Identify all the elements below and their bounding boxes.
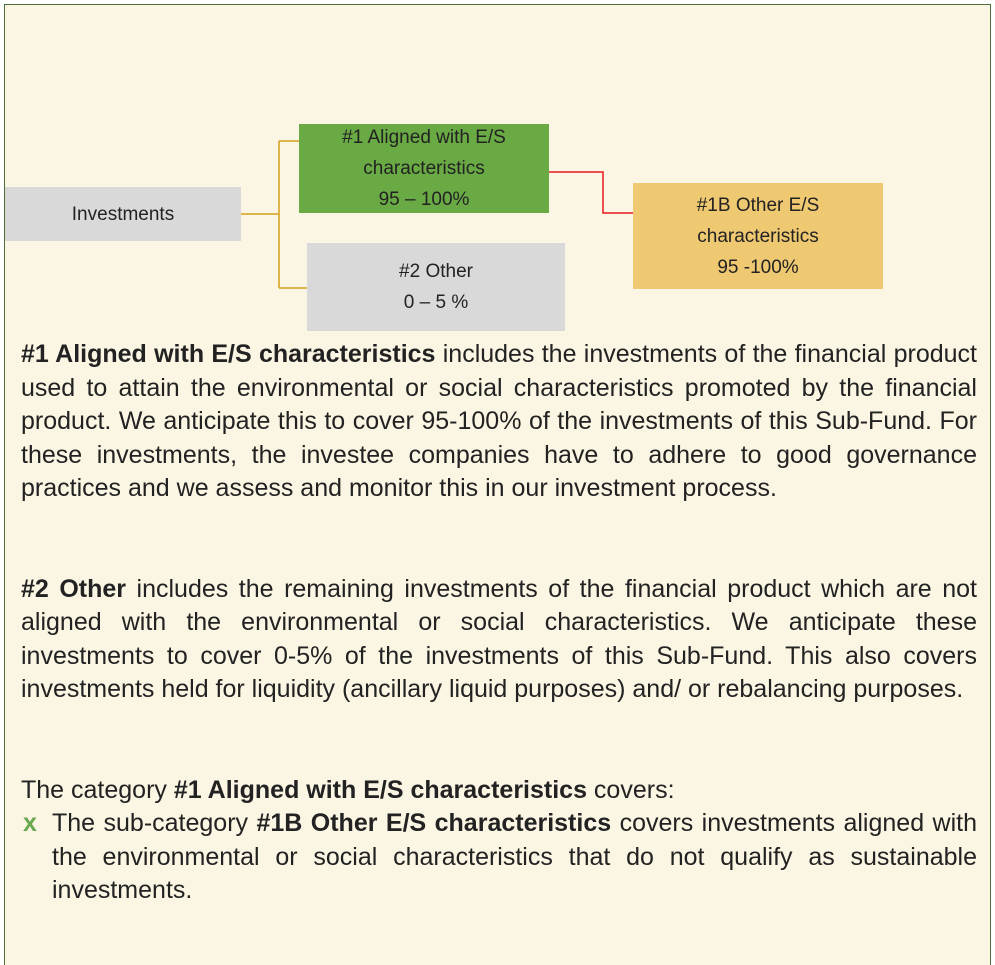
node-label: characteristics <box>363 158 485 179</box>
frame: Investments #1 Aligned with E/S characteri… <box>4 4 991 965</box>
body-text: #1 Aligned with E/S characteristics incl… <box>21 338 977 908</box>
paragraph: The category #1 Aligned with E/S charact… <box>21 774 977 808</box>
bold-lead: #1 Aligned with E/S characteristics <box>21 340 436 368</box>
diagram-node: #2 Other 0 – 5 % <box>307 243 565 331</box>
bullet-item: x The sub-category #1B Other E/S characte… <box>21 807 977 908</box>
diagram-node: #1B Other E/S characteristics 95 -100% <box>633 183 883 289</box>
paragraph: #2 Other includes the remaining investme… <box>21 573 977 707</box>
node-label: Investments <box>71 203 175 225</box>
node-label: #1 Aligned with E/S <box>342 127 506 148</box>
node-label: 95 -100% <box>717 256 799 278</box>
connector <box>549 171 633 214</box>
diagram-node: #1 Aligned with E/S characteristics 95 – 1… <box>299 124 549 213</box>
connectors <box>241 140 633 289</box>
text: The sub-category <box>52 809 257 837</box>
text: covers: <box>586 775 675 804</box>
node-label: characteristics <box>697 225 819 247</box>
node-label: 0 – 5 % <box>403 292 469 313</box>
node-label: 95 – 100% <box>378 189 470 210</box>
text: The category <box>21 775 174 804</box>
bullet-marker: x <box>23 809 37 837</box>
paragraph: #1 Aligned with E/S characteristics incl… <box>21 338 977 506</box>
bold-lead: #1 Aligned with E/S characteristics <box>173 775 587 804</box>
diagram-node: Investments <box>5 187 241 241</box>
bold-lead: #1B Other E/S characteristics <box>256 809 612 837</box>
text: includes the remaining investments of th… <box>21 574 977 704</box>
text: covers investments aligned with the envi… <box>52 809 978 904</box>
node-label: #1B Other E/S <box>696 194 820 216</box>
text: includes the investments of the financia… <box>21 340 977 502</box>
bold-lead: #2 Other <box>21 574 127 603</box>
node-label: #2 Other <box>399 261 473 282</box>
